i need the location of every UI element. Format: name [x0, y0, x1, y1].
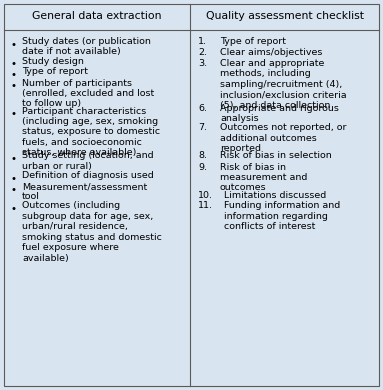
Text: Study dates (or publication
date if not available): Study dates (or publication date if not …	[22, 37, 151, 57]
Text: •: •	[11, 59, 17, 69]
Text: •: •	[11, 204, 17, 214]
Text: General data extraction: General data extraction	[32, 11, 162, 21]
Text: Funding information and
information regarding
conflicts of interest: Funding information and information rega…	[224, 202, 340, 231]
Text: 2.: 2.	[198, 48, 207, 57]
Text: Study design: Study design	[22, 57, 84, 66]
Text: •: •	[11, 154, 17, 164]
Text: Study setting (location, and
urban or rural): Study setting (location, and urban or ru…	[22, 151, 154, 171]
Text: Outcomes not reported, or
additional outcomes
reported: Outcomes not reported, or additional out…	[220, 124, 347, 153]
Text: Appropriate and rigorous
analysis: Appropriate and rigorous analysis	[220, 104, 339, 123]
Text: Quality assessment checklist: Quality assessment checklist	[206, 11, 363, 21]
Text: Clear and appropriate
methods, including
sampling/recruitment (4),
inclusion/exc: Clear and appropriate methods, including…	[220, 59, 347, 110]
Text: Risk of bias in
measurement and
outcomes: Risk of bias in measurement and outcomes	[220, 163, 308, 192]
Text: Risk of bias in selection: Risk of bias in selection	[220, 151, 332, 161]
Text: •: •	[11, 39, 17, 50]
Text: 6.: 6.	[198, 104, 207, 113]
Text: 8.: 8.	[198, 151, 207, 161]
Text: Clear aims/objectives: Clear aims/objectives	[220, 48, 322, 57]
Text: •: •	[11, 109, 17, 119]
Text: 9.: 9.	[198, 163, 207, 172]
Text: Participant characteristics
(including age, sex, smoking
status, exposure to dom: Participant characteristics (including a…	[22, 106, 160, 157]
Text: Measurement/assessment
tool: Measurement/assessment tool	[22, 182, 147, 201]
Text: Type of report: Type of report	[22, 67, 88, 76]
Text: •: •	[11, 174, 17, 184]
Text: •: •	[11, 70, 17, 80]
Text: 1.: 1.	[198, 37, 207, 46]
Text: 3.: 3.	[198, 59, 207, 68]
Text: 7.: 7.	[198, 124, 207, 133]
Text: •: •	[11, 81, 17, 91]
Text: Outcomes (including
subgroup data for age, sex,
urban/rural residence,
smoking s: Outcomes (including subgroup data for ag…	[22, 202, 162, 262]
Text: Definition of diagnosis used: Definition of diagnosis used	[22, 171, 154, 180]
Text: Number of participants
(enrolled, excluded and lost
to follow up): Number of participants (enrolled, exclud…	[22, 78, 154, 108]
Text: Limitations discussed: Limitations discussed	[224, 190, 326, 200]
Text: •: •	[11, 184, 17, 195]
Text: 11.: 11.	[198, 202, 213, 211]
Text: Type of report: Type of report	[220, 37, 286, 46]
Text: 10.: 10.	[198, 190, 213, 200]
